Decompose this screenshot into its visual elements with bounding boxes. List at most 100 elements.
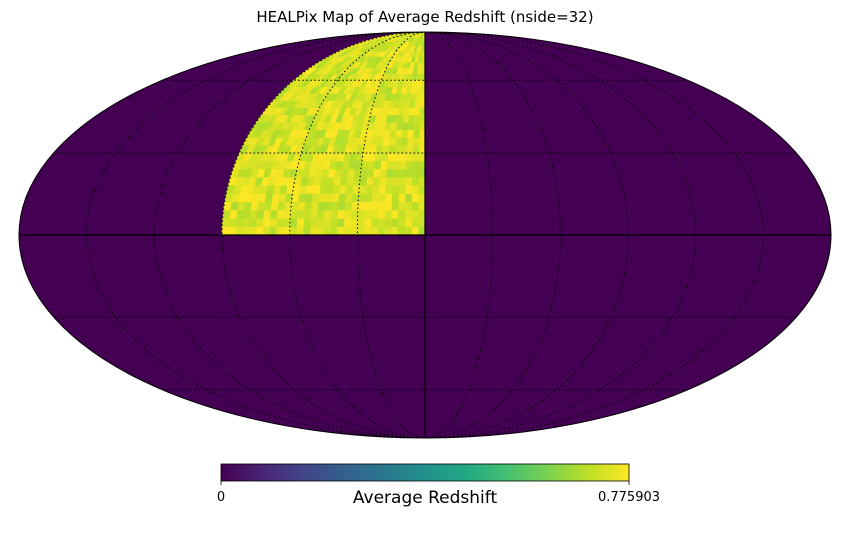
map-pixel <box>345 176 354 186</box>
map-pixel <box>359 176 367 186</box>
map-pixel <box>399 160 407 170</box>
map-pixel <box>405 168 413 178</box>
map-pixel <box>289 209 298 219</box>
filled-region <box>221 32 426 236</box>
map-pixel <box>371 184 380 194</box>
map-pixel <box>411 160 420 170</box>
map-pixel <box>263 201 272 211</box>
map-pixel <box>390 218 399 227</box>
map-pixel <box>350 218 358 227</box>
map-pixel <box>414 100 421 108</box>
map-pixel <box>392 160 401 170</box>
map-pixel <box>317 201 326 211</box>
map-pixel <box>364 201 372 211</box>
map-pixel <box>391 193 399 202</box>
meridian-line <box>424 32 494 438</box>
map-pixel <box>406 129 414 138</box>
map-pixel <box>296 209 305 219</box>
map-pixel <box>343 218 352 227</box>
map-pixel <box>350 226 358 236</box>
map-pixel <box>401 121 409 131</box>
map-pixel <box>414 86 421 94</box>
map-pixel <box>412 137 420 146</box>
map-pixel <box>402 114 409 123</box>
map-pixel <box>323 218 331 227</box>
map-pixel <box>242 209 251 219</box>
map-pixel <box>393 152 401 162</box>
map-pixel <box>330 201 339 211</box>
map-pixel <box>269 209 278 219</box>
map-pixel <box>370 201 379 211</box>
map-pixel <box>418 168 426 178</box>
map-pixel <box>330 209 339 219</box>
mollweide-map <box>18 31 832 439</box>
map-pixel <box>417 201 426 211</box>
map-pixel <box>391 184 400 194</box>
map-pixel <box>399 152 407 162</box>
map-pixel <box>417 209 426 219</box>
map-pixel <box>235 218 244 227</box>
map-pixel <box>338 184 347 194</box>
map-pixel <box>413 114 420 123</box>
map-pixel <box>302 218 311 227</box>
map-pixel <box>418 121 426 131</box>
colorbar: 0 0.775903 Average Redshift <box>217 463 660 508</box>
map-pixel <box>408 107 415 116</box>
map-pixel <box>414 93 421 101</box>
map-pixel <box>418 160 426 170</box>
map-pixel <box>364 193 373 202</box>
map-pixel <box>413 121 420 131</box>
map-pixel <box>343 209 352 219</box>
map-pixel <box>262 209 271 219</box>
map-pixel <box>385 168 394 178</box>
map-pixel <box>404 193 413 202</box>
map-pixel <box>310 209 318 219</box>
map-pixel <box>228 226 236 236</box>
map-pixel <box>413 107 421 116</box>
map-pixel <box>412 129 420 138</box>
map-pixel <box>262 226 270 236</box>
map-pixel <box>372 168 381 178</box>
map-pixel <box>404 184 413 194</box>
map-pixel <box>386 160 394 170</box>
map-pixel <box>418 129 426 138</box>
map-pixel <box>397 218 406 227</box>
map-pixel <box>398 168 407 178</box>
map-pixel <box>309 226 318 236</box>
map-pixel <box>359 168 368 178</box>
map-pixel <box>398 176 406 186</box>
map-pixel <box>323 201 332 211</box>
map-pixel <box>337 201 346 211</box>
meridian-line <box>86 32 426 438</box>
map-pixel <box>255 226 264 236</box>
map-pixel <box>345 184 354 194</box>
map-pixel <box>417 226 426 236</box>
map-pixel <box>370 209 379 219</box>
map-pixel <box>394 137 402 146</box>
map-pixel <box>357 218 365 227</box>
map-pixel <box>323 226 331 236</box>
map-pixel <box>316 209 325 219</box>
map-pixel <box>316 226 324 236</box>
map-pixel <box>317 193 326 202</box>
colorbar-max-label: 0.775903 <box>598 490 660 505</box>
map-pixel <box>377 218 385 227</box>
map-pixel <box>241 226 250 236</box>
map-pixel <box>311 193 320 202</box>
map-pixel <box>343 226 351 236</box>
map-pixel <box>411 176 419 186</box>
map-pixel <box>373 160 382 170</box>
map-pixel <box>411 184 419 194</box>
map-pixel <box>269 226 277 236</box>
meridian-line <box>356 32 426 438</box>
map-pixel <box>411 201 419 211</box>
map-pixel <box>419 93 426 101</box>
map-pixel <box>407 121 415 131</box>
map-pixel <box>304 193 313 202</box>
map-pixel <box>367 160 375 170</box>
map-pixel <box>248 226 257 236</box>
map-pixel <box>364 209 372 219</box>
map-pixel <box>363 226 372 236</box>
map-pixel <box>384 218 392 227</box>
map-pixel <box>350 209 359 219</box>
